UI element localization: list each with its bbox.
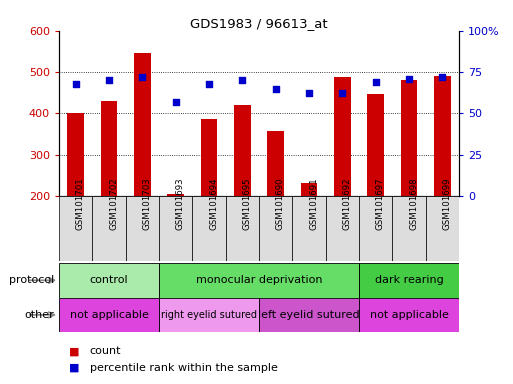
- FancyBboxPatch shape: [159, 196, 192, 261]
- Bar: [334, 77, 351, 196]
- Text: GSM101701: GSM101701: [76, 177, 85, 230]
- Text: ■: ■: [69, 363, 80, 373]
- Text: GSM101698: GSM101698: [409, 177, 418, 230]
- FancyBboxPatch shape: [259, 196, 292, 261]
- FancyBboxPatch shape: [392, 196, 426, 261]
- Text: GSM101694: GSM101694: [209, 177, 218, 230]
- Point: [238, 77, 246, 83]
- FancyBboxPatch shape: [359, 196, 392, 261]
- FancyBboxPatch shape: [59, 196, 92, 261]
- FancyBboxPatch shape: [126, 196, 159, 261]
- Text: control: control: [90, 275, 128, 285]
- Bar: [101, 101, 117, 196]
- Bar: [301, 183, 318, 196]
- Text: GSM101697: GSM101697: [376, 177, 385, 230]
- Point: [338, 90, 346, 96]
- Text: GSM101691: GSM101691: [309, 177, 318, 230]
- FancyBboxPatch shape: [259, 298, 359, 332]
- Point: [405, 76, 413, 82]
- Title: GDS1983 / 96613_at: GDS1983 / 96613_at: [190, 17, 328, 30]
- Point: [138, 74, 146, 80]
- Bar: [234, 105, 251, 196]
- Text: ■: ■: [69, 346, 80, 356]
- FancyBboxPatch shape: [59, 298, 159, 332]
- Bar: [267, 131, 284, 196]
- FancyBboxPatch shape: [359, 298, 459, 332]
- Text: GSM101693: GSM101693: [175, 177, 185, 230]
- FancyBboxPatch shape: [159, 263, 359, 298]
- Text: protocol: protocol: [9, 275, 54, 285]
- Point: [305, 90, 313, 96]
- Text: GSM101690: GSM101690: [276, 177, 285, 230]
- Point: [71, 81, 80, 87]
- Text: GSM101703: GSM101703: [143, 177, 151, 230]
- Bar: [134, 53, 151, 196]
- Bar: [367, 94, 384, 196]
- FancyBboxPatch shape: [326, 196, 359, 261]
- FancyBboxPatch shape: [192, 196, 226, 261]
- FancyBboxPatch shape: [292, 196, 326, 261]
- Bar: [434, 76, 451, 196]
- Text: count: count: [90, 346, 121, 356]
- Text: other: other: [24, 310, 54, 320]
- Point: [271, 85, 280, 91]
- Bar: [401, 80, 418, 196]
- Text: percentile rank within the sample: percentile rank within the sample: [90, 363, 278, 373]
- Text: monocular deprivation: monocular deprivation: [196, 275, 322, 285]
- FancyBboxPatch shape: [226, 196, 259, 261]
- Text: GSM101702: GSM101702: [109, 177, 118, 230]
- Text: GSM101692: GSM101692: [343, 177, 351, 230]
- Point: [371, 79, 380, 85]
- Text: left eyelid sutured: left eyelid sutured: [258, 310, 360, 320]
- Point: [105, 77, 113, 83]
- Text: dark rearing: dark rearing: [374, 275, 444, 285]
- Point: [205, 81, 213, 87]
- FancyBboxPatch shape: [359, 263, 459, 298]
- Text: GSM101695: GSM101695: [242, 177, 251, 230]
- FancyBboxPatch shape: [159, 298, 259, 332]
- Point: [171, 99, 180, 105]
- FancyBboxPatch shape: [426, 196, 459, 261]
- FancyBboxPatch shape: [92, 196, 126, 261]
- Point: [438, 74, 446, 80]
- FancyBboxPatch shape: [59, 263, 159, 298]
- Text: not applicable: not applicable: [70, 310, 148, 320]
- Text: GSM101699: GSM101699: [442, 177, 451, 230]
- Bar: [167, 194, 184, 196]
- Text: right eyelid sutured: right eyelid sutured: [161, 310, 257, 320]
- Text: not applicable: not applicable: [370, 310, 448, 320]
- Bar: [201, 119, 218, 196]
- Bar: [67, 113, 84, 196]
